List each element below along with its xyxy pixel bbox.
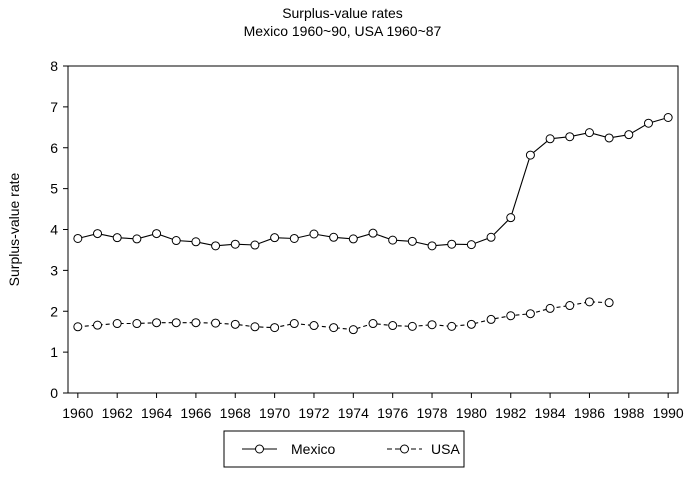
data-point-mexico [466,240,476,250]
data-point-usa [565,301,575,311]
data-point-mexico [230,239,240,249]
legend-mexico-label: Mexico [291,441,336,457]
data-point-usa [211,318,221,328]
data-point-usa [171,318,181,328]
y-axis-label: Surplus-value rate [6,172,22,286]
x-tick-label: 1986 [574,405,605,421]
y-tick-label: 6 [50,140,58,156]
data-point-usa [329,323,339,333]
data-point-usa [525,309,535,319]
data-point-usa [112,319,122,329]
x-tick-label: 1962 [102,405,133,421]
data-point-usa [191,318,201,328]
y-tick-label: 0 [50,385,58,401]
y-tick-label: 4 [50,222,58,238]
data-point-mexico [73,233,83,243]
data-point-usa [388,321,398,331]
x-tick-label: 1970 [259,405,290,421]
data-point-usa [604,298,614,308]
data-point-usa [486,314,496,324]
data-point-mexico [270,233,280,243]
data-point-usa [73,322,83,332]
data-point-mexico [171,236,181,246]
y-tick-label: 2 [50,303,58,319]
x-tick-label: 1982 [495,405,526,421]
data-point-mexico [368,228,378,238]
data-point-mexico [506,213,516,223]
data-point-mexico [584,128,594,138]
data-point-usa [506,311,516,321]
x-tick-label: 1964 [141,405,172,421]
data-point-mexico [604,133,614,143]
data-point-mexico [211,241,221,251]
legend-usa-label: USA [431,441,460,457]
series-line-usa [77,301,610,331]
data-point-mexico [407,236,417,246]
data-point-mexico [545,134,555,144]
data-point-usa [447,321,457,331]
data-point-usa [348,325,358,335]
data-point-mexico [112,233,122,243]
x-tick-label: 1976 [377,405,408,421]
data-point-mexico [525,150,535,160]
data-point-usa [270,323,280,333]
data-point-mexico [191,237,201,247]
data-point-mexico [289,233,299,243]
x-tick-label: 1980 [456,405,487,421]
data-point-mexico [565,132,575,142]
data-point-mexico [329,232,339,242]
x-tick-label: 1988 [613,405,644,421]
data-point-usa [466,319,476,329]
data-point-mexico [250,240,260,250]
x-tick-label: 1972 [298,405,329,421]
data-point-mexico [427,241,437,251]
chart-subtitle: Mexico 1960~90, USA 1960~87 [243,23,442,39]
y-tick-label: 5 [50,181,58,197]
x-tick-label: 1966 [180,405,211,421]
data-point-mexico [624,130,634,140]
data-point-mexico [132,234,142,244]
data-point-mexico [643,118,653,128]
chart-title: Surplus-value rates [282,5,403,21]
x-tick-label: 1984 [535,405,566,421]
data-point-mexico [152,229,162,239]
data-point-usa [545,303,555,313]
data-point-mexico [486,232,496,242]
legend-usa-marker [400,444,409,454]
data-point-usa [309,321,319,331]
data-point-mexico [309,229,319,239]
data-point-usa [93,320,103,330]
x-tick-label: 1974 [338,405,369,421]
data-point-usa [368,319,378,329]
data-point-usa [584,297,594,307]
y-tick-label: 8 [50,58,58,74]
data-point-usa [230,319,240,329]
x-tick-label: 1990 [653,405,684,421]
data-point-usa [152,318,162,328]
data-point-mexico [348,234,358,244]
data-point-usa [132,319,142,329]
y-axis: 0 1 2 3 4 5 6 7 8 [50,58,68,401]
x-axis: 1960 1962 1964 1966 1968 1970 1972 1974 1976 1978… [62,393,684,421]
data-point-mexico [663,113,673,123]
x-tick-label: 1960 [62,405,93,421]
data-point-usa [427,320,437,330]
data-point-mexico [447,239,457,249]
data-point-usa [407,321,417,331]
x-tick-label: 1968 [220,405,251,421]
data-point-mexico [388,235,398,245]
series-layer [73,113,673,335]
x-tick-label: 1978 [416,405,447,421]
data-point-mexico [93,229,103,239]
data-point-usa [289,319,299,329]
legend-mexico-marker [255,444,264,454]
data-point-usa [250,322,260,332]
series-line-mexico [77,116,669,247]
y-tick-label: 7 [50,99,58,115]
y-tick-label: 3 [50,262,58,278]
legend: Mexico USA [223,430,465,468]
y-tick-label: 1 [50,344,58,360]
